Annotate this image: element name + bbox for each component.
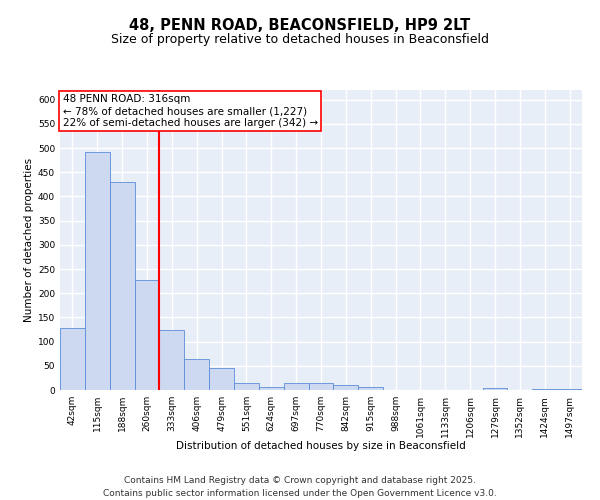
Bar [85,152,110,390]
Bar [284,383,308,390]
Bar [60,328,85,390]
Y-axis label: Number of detached properties: Number of detached properties [24,158,34,322]
X-axis label: Distribution of detached houses by size in Beaconsfield: Distribution of detached houses by size … [176,441,466,451]
Text: Size of property relative to detached houses in Beaconsfield: Size of property relative to detached ho… [111,32,489,46]
Text: 48, PENN ROAD, BEACONSFIELD, HP9 2LT: 48, PENN ROAD, BEACONSFIELD, HP9 2LT [130,18,470,32]
Bar [184,358,209,390]
Bar [308,383,334,390]
Bar [110,182,134,390]
Bar [532,389,557,390]
Bar [160,330,184,390]
Bar [259,387,284,390]
Bar [134,280,160,390]
Bar [209,368,234,390]
Bar [234,383,259,390]
Bar [334,385,358,390]
Text: Contains HM Land Registry data © Crown copyright and database right 2025.
Contai: Contains HM Land Registry data © Crown c… [103,476,497,498]
Text: 48 PENN ROAD: 316sqm
← 78% of detached houses are smaller (1,227)
22% of semi-de: 48 PENN ROAD: 316sqm ← 78% of detached h… [62,94,318,128]
Bar [482,388,508,390]
Bar [557,388,582,390]
Bar [358,386,383,390]
